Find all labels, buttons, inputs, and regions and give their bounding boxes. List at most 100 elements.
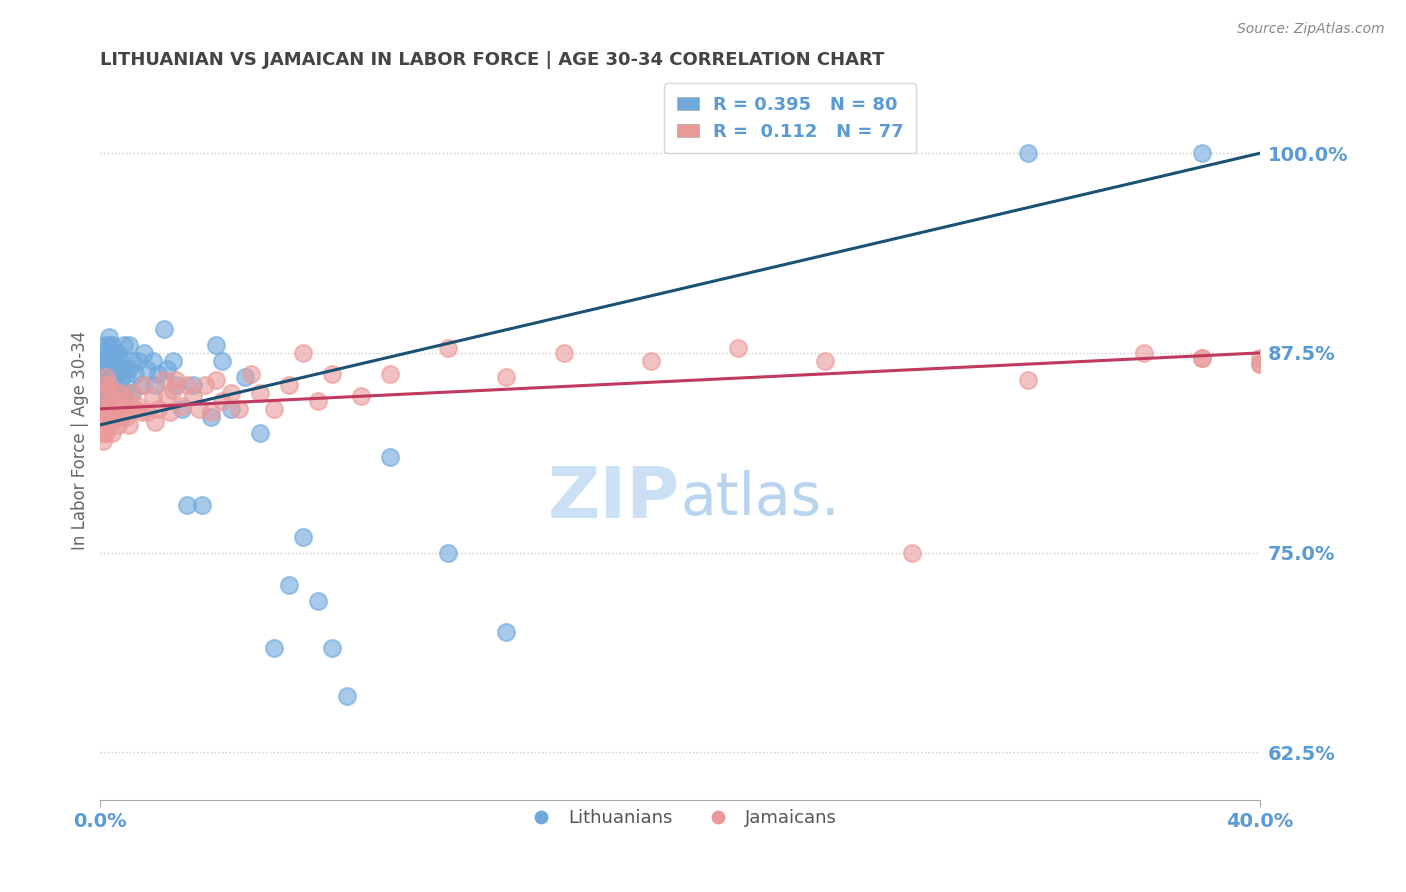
Point: [91, 409, 114, 424]
Point: [104, 385, 127, 400]
Point: [121, 385, 143, 400]
Point: [162, 383, 184, 397]
Legend: Lithuanians, Jamaicans: Lithuanians, Jamaicans: [516, 802, 844, 834]
Point: [118, 393, 141, 408]
Point: [112, 362, 135, 376]
Point: [91, 370, 114, 384]
Point: [91, 425, 114, 440]
Point: [98, 417, 121, 432]
Y-axis label: In Labor Force | Age 30-34: In Labor Force | Age 30-34: [72, 331, 89, 550]
Point: [240, 367, 263, 381]
Point: [380, 367, 402, 381]
Point: [181, 377, 204, 392]
Point: [124, 401, 146, 416]
Point: [110, 385, 132, 400]
Point: [107, 362, 129, 376]
Point: [263, 401, 285, 416]
Point: [112, 401, 135, 416]
Point: [118, 417, 141, 432]
Point: [91, 385, 114, 400]
Point: [176, 377, 198, 392]
Point: [233, 370, 256, 384]
Point: [165, 373, 187, 387]
Point: [112, 338, 135, 352]
Text: ZIP: ZIP: [548, 464, 681, 533]
Point: [91, 417, 114, 432]
Point: [94, 377, 117, 392]
Point: [1133, 346, 1156, 360]
Point: [292, 346, 315, 360]
Point: [127, 399, 149, 413]
Point: [350, 389, 373, 403]
Point: [104, 354, 127, 368]
Point: [91, 377, 114, 392]
Point: [148, 401, 170, 416]
Point: [98, 377, 121, 392]
Point: [91, 370, 114, 384]
Point: [321, 641, 343, 656]
Point: [94, 370, 117, 384]
Point: [127, 354, 149, 368]
Point: [307, 593, 329, 607]
Point: [91, 377, 114, 392]
Point: [901, 546, 924, 560]
Point: [98, 370, 121, 384]
Point: [249, 425, 271, 440]
Point: [101, 393, 124, 408]
Point: [380, 450, 402, 464]
Point: [98, 346, 121, 360]
Point: [1191, 351, 1213, 365]
Point: [98, 401, 121, 416]
Point: [219, 385, 242, 400]
Point: [205, 373, 228, 387]
Point: [307, 393, 329, 408]
Point: [91, 354, 114, 368]
Point: [249, 385, 271, 400]
Point: [205, 338, 228, 352]
Point: [98, 377, 121, 392]
Point: [191, 498, 214, 512]
Point: [94, 425, 117, 440]
Point: [98, 385, 121, 400]
Point: [135, 362, 157, 376]
Point: [156, 362, 179, 376]
Point: [321, 367, 343, 381]
Point: [91, 393, 114, 408]
Point: [263, 641, 285, 656]
Point: [110, 409, 132, 424]
Text: Source: ZipAtlas.com: Source: ZipAtlas.com: [1237, 22, 1385, 37]
Point: [94, 377, 117, 392]
Text: atlas.: atlas.: [681, 470, 839, 527]
Point: [107, 417, 129, 432]
Point: [1191, 146, 1213, 161]
Point: [132, 377, 155, 392]
Point: [200, 409, 222, 424]
Point: [94, 409, 117, 424]
Point: [219, 401, 242, 416]
Point: [104, 367, 127, 381]
Point: [165, 377, 187, 392]
Point: [94, 338, 117, 352]
Point: [91, 385, 114, 400]
Point: [98, 330, 121, 344]
Point: [156, 389, 179, 403]
Point: [292, 530, 315, 544]
Point: [153, 322, 176, 336]
Point: [727, 341, 749, 355]
Point: [121, 385, 143, 400]
Point: [495, 370, 517, 384]
Point: [200, 405, 222, 419]
Point: [98, 338, 121, 352]
Point: [104, 377, 127, 392]
Point: [104, 409, 127, 424]
Point: [194, 377, 217, 392]
Point: [495, 625, 517, 640]
Point: [98, 362, 121, 376]
Point: [1249, 357, 1271, 371]
Point: [211, 354, 233, 368]
Point: [153, 373, 176, 387]
Point: [94, 370, 117, 384]
Point: [159, 405, 181, 419]
Point: [1249, 351, 1271, 365]
Point: [115, 409, 138, 424]
